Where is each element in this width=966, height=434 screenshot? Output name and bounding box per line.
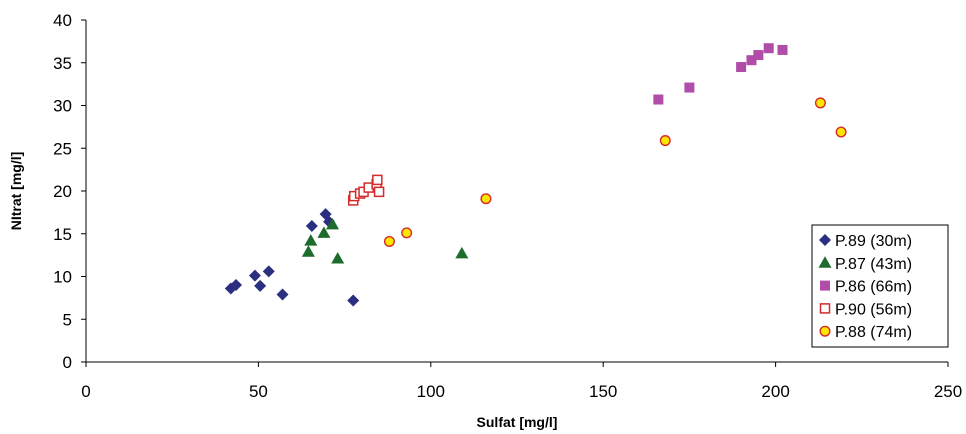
data-point	[254, 279, 267, 292]
legend-entry: P.90 (56m)	[819, 301, 912, 318]
data-point	[835, 126, 847, 138]
legend-entry: P.86 (66m)	[820, 279, 912, 296]
y-axis-title: NItrat [mg/l]	[8, 152, 24, 231]
data-point	[301, 245, 315, 257]
data-point	[276, 288, 289, 301]
y-tick-label: 40	[53, 11, 72, 30]
series-1	[224, 208, 360, 307]
legend-marker	[818, 256, 832, 268]
x-tick-label: 150	[589, 382, 617, 401]
data-point	[304, 234, 318, 246]
data-point	[401, 227, 413, 239]
legend-marker	[819, 325, 831, 337]
y-tick-label: 5	[63, 310, 72, 329]
data-point	[814, 97, 826, 109]
y-tick-label: 25	[53, 139, 72, 158]
axes	[81, 19, 949, 367]
data-point	[763, 43, 774, 54]
series-5	[383, 97, 847, 247]
data-point	[305, 220, 318, 233]
data-point	[736, 62, 747, 73]
x-tick-label: 100	[417, 382, 445, 401]
data-point	[653, 94, 664, 105]
data-point	[248, 269, 261, 282]
tick-labels: 0 5 10 15 20 25 30 35 40 0 50 100 150 200 250	[53, 11, 962, 401]
legend-marker	[819, 234, 831, 246]
data-point	[753, 50, 764, 61]
data-point	[372, 174, 383, 186]
data-point	[684, 82, 695, 93]
legend-entry: P.88 (74m)	[819, 324, 912, 341]
x-tick-label: 50	[249, 382, 268, 401]
y-tick-label: 20	[53, 182, 72, 201]
data-point	[317, 226, 331, 238]
y-tick-label: 10	[53, 268, 72, 287]
data-point	[373, 186, 385, 198]
data-point	[331, 252, 345, 264]
data-point	[777, 44, 788, 55]
series-4	[347, 174, 385, 206]
x-tick-label: 200	[761, 382, 789, 401]
data-point	[746, 55, 757, 66]
x-tick-label: 0	[81, 382, 90, 401]
legend-box	[811, 224, 949, 348]
data-point	[262, 265, 275, 278]
legend-marker	[819, 303, 831, 314]
legend-marker	[820, 280, 830, 291]
series-3	[653, 43, 788, 105]
x-axis-title: Sulfat [mg/l]	[477, 414, 558, 430]
series-2	[301, 217, 469, 264]
legend-entry: P.89 (30m)	[819, 233, 912, 250]
legend-label: P.90 (56m)	[835, 301, 912, 318]
data-point	[347, 294, 360, 307]
y-tick-label: 30	[53, 97, 72, 116]
y-tick-label: 35	[53, 54, 72, 73]
legend-entry: P.87 (43m)	[818, 256, 912, 273]
legend: P.89 (30m) P.87 (43m) P.86 (66m) P.90 (56m)…	[811, 224, 949, 348]
data-point	[480, 193, 492, 205]
data-point	[383, 235, 395, 247]
data-point	[659, 135, 671, 147]
legend-label: P.86 (66m)	[835, 279, 912, 296]
data-point	[326, 217, 340, 230]
data-points	[224, 43, 847, 307]
y-tick-label: 15	[53, 225, 72, 244]
x-tick-label: 250	[934, 382, 962, 401]
legend-label: P.89 (30m)	[835, 233, 912, 250]
data-point	[229, 279, 242, 292]
legend-label: P.87 (43m)	[835, 256, 912, 273]
legend-label: P.88 (74m)	[835, 324, 912, 341]
y-tick-label: 0	[63, 353, 72, 372]
data-point	[455, 246, 469, 259]
